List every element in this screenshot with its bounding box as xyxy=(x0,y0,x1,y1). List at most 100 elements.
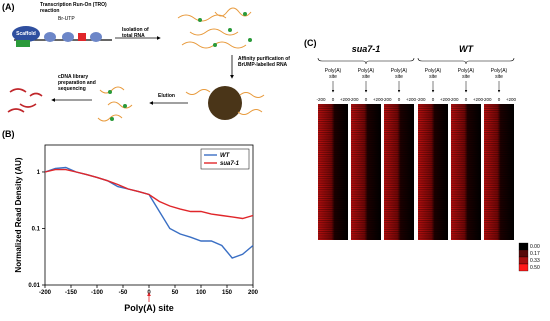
range-label: -200 xyxy=(416,97,426,102)
range-label: -200 xyxy=(316,97,326,102)
column-label: Poly(A) xyxy=(458,68,475,74)
range-label: 0 xyxy=(498,97,501,102)
panel-b: (B) Poly(A) site Normalized Read Density… xyxy=(2,129,259,313)
elution-label: Elution xyxy=(158,93,175,99)
range-label: -200 xyxy=(449,97,459,102)
range-label: +200 xyxy=(406,97,417,102)
brump xyxy=(198,12,252,47)
range-label: 0 xyxy=(332,97,335,102)
rna xyxy=(97,86,133,122)
colorbar-swatch xyxy=(518,249,529,258)
scaffold xyxy=(12,26,40,42)
isolation-line: Isolation of xyxy=(122,27,149,33)
range-label: +200 xyxy=(473,97,484,102)
group-brace xyxy=(317,57,415,65)
column-label: site xyxy=(495,74,503,80)
tro-line: Transcription Run-On (TRO) xyxy=(40,2,107,8)
polymerase xyxy=(78,33,86,41)
heatmap-rows xyxy=(418,104,448,240)
isolation-label: Isolation of total RNA xyxy=(122,27,149,39)
range-label: 0 xyxy=(465,97,468,102)
group-label: sua7-1 xyxy=(352,44,381,54)
range-label: 0 xyxy=(365,97,368,102)
heatmap-rows xyxy=(451,104,481,240)
y-tick-label: 0.01 xyxy=(28,283,40,289)
affinity-line: Affinity purification of xyxy=(238,56,290,62)
legend-label: sua7-1 xyxy=(220,161,240,167)
range-label: 0 xyxy=(398,97,401,102)
cdna-label: cDNA library preparation and sequencing xyxy=(58,74,96,92)
x-axis-label: Poly(A) site xyxy=(124,303,174,313)
polymerase xyxy=(44,32,56,42)
tro-line: reaction xyxy=(40,8,59,14)
colorbar-label: 0.17 xyxy=(530,251,540,257)
colorbar-label: 0.50 xyxy=(530,265,540,271)
polymerase xyxy=(90,32,102,42)
range-label: +200 xyxy=(373,97,384,102)
column-label: Poly(A) xyxy=(491,68,508,74)
range-label: 0 xyxy=(432,97,435,102)
y-tick-label: 1 xyxy=(37,170,41,176)
column-label: Poly(A) xyxy=(325,68,342,74)
x-tick-label: 50 xyxy=(172,290,179,296)
column-label: Poly(A) xyxy=(358,68,375,74)
heatmap-rows xyxy=(318,104,348,240)
range-label: +200 xyxy=(440,97,451,102)
br-utp: Br-UTP xyxy=(58,16,75,22)
legend-label: WT xyxy=(220,153,231,159)
range-label: +200 xyxy=(506,97,517,102)
legend-box xyxy=(200,148,250,170)
x-tick-label: -200 xyxy=(39,290,52,296)
x-tick-label: -50 xyxy=(119,290,128,296)
panel-label: (B) xyxy=(2,129,15,139)
heatmap-rows xyxy=(351,104,381,240)
column-label: site xyxy=(329,74,337,80)
cdna-line: cDNA library xyxy=(58,74,88,80)
range-label: -200 xyxy=(349,97,359,102)
isolation-line: total RNA xyxy=(122,33,145,39)
cdna-line: sequencing xyxy=(58,86,86,92)
colorbar-swatch xyxy=(518,263,529,272)
affinity-label: Affinity purification of BrUMP-labelled R… xyxy=(238,56,290,68)
brump xyxy=(108,90,127,121)
y-tick-label: 0.1 xyxy=(32,226,41,232)
colorbar-swatch xyxy=(518,256,529,265)
x-tick-label: 200 xyxy=(248,290,259,296)
cdna xyxy=(7,88,43,113)
x-tick-label: 150 xyxy=(222,290,233,296)
data-line xyxy=(44,166,254,259)
data-line xyxy=(44,168,254,220)
panel-a: (A) Scaffold Transcription Run-On (TRO) r… xyxy=(2,2,290,122)
column-label: site xyxy=(429,74,437,80)
rna xyxy=(185,89,265,115)
column-label: site xyxy=(462,74,470,80)
bead xyxy=(208,86,242,120)
panel-label: (A) xyxy=(2,2,15,12)
group-brace xyxy=(417,57,515,65)
column-label: Poly(A) xyxy=(391,68,408,74)
heatmap-rows xyxy=(384,104,414,240)
range-label: +200 xyxy=(340,97,351,102)
column-label: site xyxy=(362,74,370,80)
affinity-line: BrUMP-labelled RNA xyxy=(238,62,288,68)
range-label: -200 xyxy=(482,97,492,102)
tro-label: Transcription Run-On (TRO) reaction xyxy=(40,2,107,14)
heatmap-rows xyxy=(484,104,514,240)
column-label: site xyxy=(395,74,403,80)
group-label: WT xyxy=(459,44,474,54)
column-label: Poly(A) xyxy=(425,68,442,74)
rna xyxy=(177,7,252,49)
x-tick-label: -150 xyxy=(65,290,78,296)
polymerase xyxy=(62,32,74,42)
y-axis-label: Normalized Read Density (AU) xyxy=(14,157,23,272)
colorbar-swatch xyxy=(518,242,529,251)
panel-label: (C) xyxy=(304,38,317,48)
scaffold-label: Scaffold xyxy=(16,31,36,37)
colorbar-label: 0.00 xyxy=(530,244,540,250)
range-label: -200 xyxy=(382,97,392,102)
scaffold-base xyxy=(16,40,30,47)
colorbar-label: 0.33 xyxy=(530,258,540,264)
x-tick-label: -100 xyxy=(91,290,104,296)
